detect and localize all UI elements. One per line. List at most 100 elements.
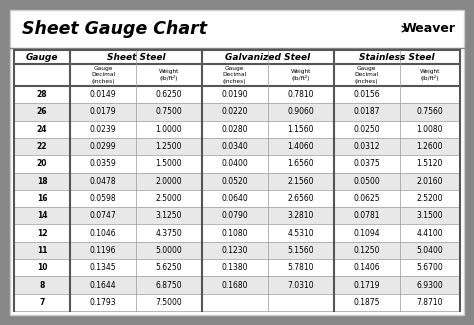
Text: 4.3750: 4.3750 — [155, 228, 182, 238]
Text: Sheet Gauge Chart: Sheet Gauge Chart — [22, 20, 207, 38]
Bar — [70, 242, 136, 259]
Bar — [268, 190, 334, 207]
Text: 0.1080: 0.1080 — [221, 228, 248, 238]
Bar — [70, 276, 136, 294]
Bar — [400, 242, 460, 259]
Bar — [268, 242, 334, 259]
Bar — [70, 259, 136, 276]
Bar — [14, 121, 70, 138]
Text: 1.1560: 1.1560 — [287, 125, 314, 134]
Bar — [202, 225, 268, 242]
Text: 7.0310: 7.0310 — [287, 280, 314, 290]
Text: 5.6700: 5.6700 — [416, 263, 443, 272]
Bar — [136, 225, 202, 242]
Text: 2.6560: 2.6560 — [287, 194, 314, 203]
Bar — [400, 225, 460, 242]
Text: 0.0312: 0.0312 — [353, 142, 380, 151]
Bar — [400, 207, 460, 225]
Bar — [70, 207, 136, 225]
Bar — [14, 173, 70, 190]
Text: 11: 11 — [37, 246, 47, 255]
Text: Weaver: Weaver — [403, 22, 456, 35]
Bar — [136, 155, 202, 173]
Bar — [136, 121, 202, 138]
Bar — [136, 259, 202, 276]
Bar — [14, 207, 70, 225]
Text: 0.7810: 0.7810 — [287, 90, 314, 99]
Text: 5.0400: 5.0400 — [416, 246, 443, 255]
Bar — [268, 103, 334, 121]
Text: Sheet Steel: Sheet Steel — [107, 53, 165, 61]
Text: 0.0520: 0.0520 — [221, 177, 248, 186]
Bar — [400, 173, 460, 190]
Bar — [136, 207, 202, 225]
Bar — [400, 121, 460, 138]
Text: 1.4060: 1.4060 — [287, 142, 314, 151]
Text: 0.1719: 0.1719 — [353, 280, 380, 290]
Bar — [334, 294, 400, 311]
Bar — [268, 259, 334, 276]
Text: 0.0190: 0.0190 — [221, 90, 248, 99]
Bar — [334, 138, 400, 155]
Text: 0.0149: 0.0149 — [90, 90, 116, 99]
Text: Gauge
Decimal
(inches): Gauge Decimal (inches) — [91, 66, 115, 84]
Bar — [136, 242, 202, 259]
Text: 0.9060: 0.9060 — [287, 108, 314, 116]
Bar — [70, 121, 136, 138]
Bar — [268, 225, 334, 242]
Text: 0.6250: 0.6250 — [155, 90, 182, 99]
Text: 4.5310: 4.5310 — [287, 228, 314, 238]
Text: 0.0640: 0.0640 — [221, 194, 248, 203]
Text: 0.1406: 0.1406 — [353, 263, 380, 272]
Text: 1.6560: 1.6560 — [287, 159, 314, 168]
Text: 10: 10 — [37, 263, 47, 272]
Bar — [400, 138, 460, 155]
Bar — [400, 155, 460, 173]
Text: 4.4100: 4.4100 — [417, 228, 443, 238]
Text: 0.0747: 0.0747 — [90, 211, 116, 220]
Bar — [14, 294, 70, 311]
Text: 5.1560: 5.1560 — [287, 246, 314, 255]
Bar — [268, 173, 334, 190]
Text: 7: 7 — [39, 298, 45, 307]
Bar — [400, 294, 460, 311]
Text: Weight
(lb/ft²): Weight (lb/ft²) — [159, 69, 179, 81]
Bar — [268, 138, 334, 155]
Bar — [268, 50, 334, 64]
Bar — [334, 242, 400, 259]
Bar — [202, 64, 268, 86]
Bar — [400, 103, 460, 121]
Text: 0.7500: 0.7500 — [155, 108, 182, 116]
Bar — [400, 50, 460, 64]
Bar — [334, 155, 400, 173]
Text: 2.5000: 2.5000 — [155, 194, 182, 203]
Bar — [70, 294, 136, 311]
Text: 1.0080: 1.0080 — [417, 125, 443, 134]
Bar — [268, 155, 334, 173]
Text: 3.2810: 3.2810 — [288, 211, 314, 220]
Bar — [14, 225, 70, 242]
Text: 0.7560: 0.7560 — [416, 108, 443, 116]
Text: 3.1500: 3.1500 — [417, 211, 443, 220]
Text: 5.6250: 5.6250 — [155, 263, 182, 272]
Text: 0.0625: 0.0625 — [353, 194, 380, 203]
Text: 0.0400: 0.0400 — [221, 159, 248, 168]
Bar — [202, 190, 268, 207]
Bar — [334, 190, 400, 207]
Text: Gauge: Gauge — [26, 53, 58, 61]
Bar — [136, 103, 202, 121]
Bar — [136, 276, 202, 294]
Bar — [14, 259, 70, 276]
Bar — [70, 173, 136, 190]
Text: 0.1680: 0.1680 — [221, 280, 248, 290]
Text: 0.0299: 0.0299 — [90, 142, 116, 151]
Text: 0.0239: 0.0239 — [90, 125, 116, 134]
Text: 0.0359: 0.0359 — [90, 159, 116, 168]
Text: 0.1094: 0.1094 — [353, 228, 380, 238]
Bar — [202, 121, 268, 138]
Bar — [70, 155, 136, 173]
Text: 2.0160: 2.0160 — [417, 177, 443, 186]
Text: 1.0000: 1.0000 — [155, 125, 182, 134]
Bar — [268, 64, 334, 86]
Bar — [70, 138, 136, 155]
